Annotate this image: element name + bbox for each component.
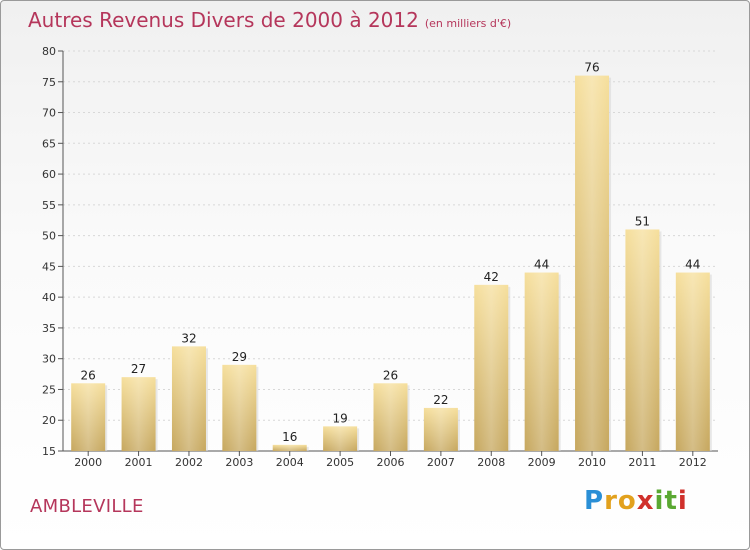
bar-highlight bbox=[373, 383, 408, 451]
bar-highlight bbox=[625, 229, 660, 451]
chart-title: Autres Revenus Divers de 2000 à 2012 (en … bbox=[28, 8, 511, 32]
x-tick-label: 2008 bbox=[477, 456, 505, 469]
proxiti-logo: Proxiti bbox=[584, 486, 688, 516]
y-tick-label: 70 bbox=[42, 107, 56, 120]
y-tick-label: 35 bbox=[42, 322, 56, 335]
x-tick-label: 2010 bbox=[578, 456, 606, 469]
y-tick-label: 65 bbox=[42, 137, 56, 150]
data-label: 29 bbox=[232, 350, 247, 364]
logo-letter: P bbox=[584, 486, 605, 516]
x-tick-label: 2011 bbox=[628, 456, 656, 469]
x-tick-label: 2007 bbox=[427, 456, 455, 469]
bar-highlight bbox=[222, 364, 257, 451]
y-tick-label: 25 bbox=[42, 383, 56, 396]
data-label: 26 bbox=[383, 368, 398, 382]
data-label: 44 bbox=[685, 258, 700, 272]
x-tick-label: 2012 bbox=[679, 456, 707, 469]
y-tick-label: 30 bbox=[42, 353, 56, 366]
data-label: 51 bbox=[635, 214, 650, 228]
x-tick-label: 2001 bbox=[125, 456, 153, 469]
y-tick-label: 80 bbox=[42, 45, 56, 58]
y-tick-label: 40 bbox=[42, 291, 56, 304]
bar-highlight bbox=[423, 407, 458, 451]
logo-letter: x bbox=[636, 486, 655, 516]
bar-highlight bbox=[675, 272, 710, 451]
chart-subtitle: (en milliers d'€) bbox=[424, 17, 512, 30]
bar-highlight bbox=[121, 377, 156, 451]
y-tick-label: 60 bbox=[42, 168, 56, 181]
chart-title-text: Autres Revenus Divers de 2000 à 2012 bbox=[28, 8, 419, 32]
data-label: 32 bbox=[181, 331, 196, 345]
logo-letter: o bbox=[617, 486, 637, 516]
data-label: 76 bbox=[584, 61, 599, 75]
bar-highlight bbox=[71, 383, 106, 451]
y-tick-label: 20 bbox=[42, 414, 56, 427]
data-label: 44 bbox=[534, 258, 549, 272]
x-tick-label: 2006 bbox=[377, 456, 405, 469]
logo-letter: i bbox=[654, 486, 665, 516]
y-tick-label: 55 bbox=[42, 199, 56, 212]
y-tick-label: 50 bbox=[42, 230, 56, 243]
x-tick-label: 2004 bbox=[276, 456, 304, 469]
x-tick-label: 2005 bbox=[326, 456, 354, 469]
x-tick-label: 2000 bbox=[74, 456, 102, 469]
data-label: 22 bbox=[433, 393, 448, 407]
logo-letter: r bbox=[604, 486, 618, 516]
logo-letter: t bbox=[664, 486, 678, 516]
y-tick-label: 15 bbox=[42, 445, 56, 458]
commune-name: AMBLEVILLE bbox=[30, 496, 144, 517]
bar-highlight bbox=[171, 346, 206, 451]
data-label: 27 bbox=[131, 362, 146, 376]
data-label: 19 bbox=[332, 411, 347, 425]
x-tick-label: 2002 bbox=[175, 456, 203, 469]
logo-letter: i bbox=[677, 486, 688, 516]
y-tick-label: 75 bbox=[42, 76, 56, 89]
data-label: 42 bbox=[484, 270, 499, 284]
data-label: 16 bbox=[282, 430, 297, 444]
y-tick-label: 45 bbox=[42, 260, 56, 273]
bar-highlight bbox=[474, 284, 509, 451]
bar-highlight bbox=[524, 272, 559, 451]
bar-highlight bbox=[323, 426, 358, 451]
x-tick-label: 2003 bbox=[225, 456, 253, 469]
bar-highlight bbox=[272, 444, 307, 451]
data-label: 26 bbox=[81, 368, 96, 382]
x-tick-label: 2009 bbox=[528, 456, 556, 469]
bar-highlight bbox=[575, 75, 610, 451]
